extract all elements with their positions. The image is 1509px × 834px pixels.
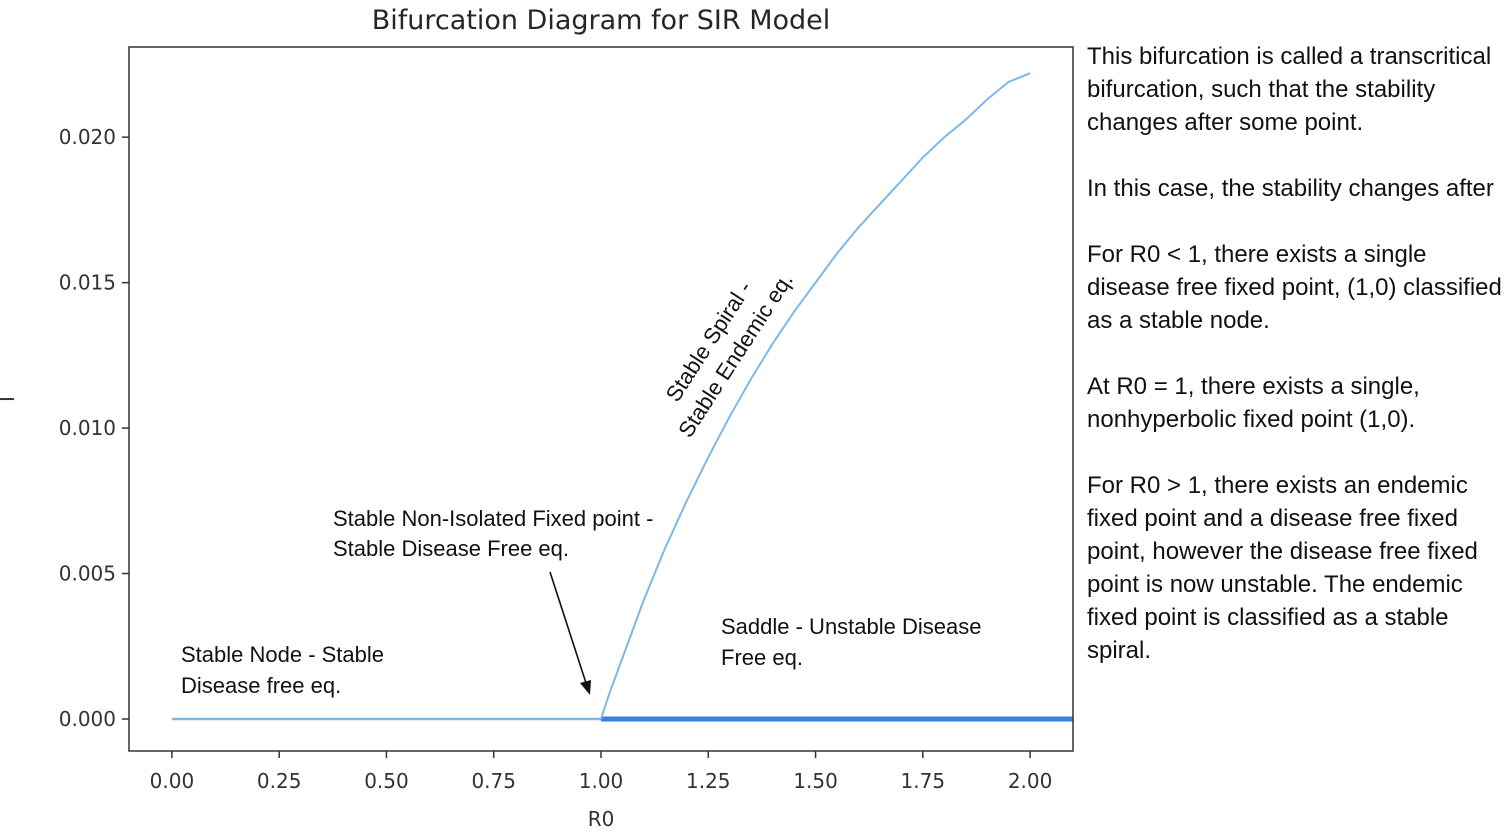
chart-title: Bifurcation Diagram for SIR Model: [372, 5, 831, 36]
y-tick-label: 0.000: [59, 707, 116, 731]
explanation-paragraph-1: This bifurcation is called a transcritic…: [1087, 43, 1492, 136]
annotation-saddle-line-1: Saddle - Unstable Disease: [721, 614, 981, 639]
y-tick-label: 0.015: [59, 271, 116, 295]
annotation-saddle-line-2: Free eq.: [721, 645, 803, 670]
x-tick-label: 1.25: [686, 769, 731, 793]
x-tick-label: 0.00: [150, 769, 195, 793]
annotation-stable-node: Stable Node - Stable Disease free eq.: [181, 642, 390, 698]
annotation-arrow-line: [549, 571, 587, 684]
explanation-paragraph-2: In this case, the stability changes afte…: [1087, 175, 1494, 202]
y-tick-label: 0.020: [59, 125, 116, 149]
explanation-text: This bifurcation is called a transcritic…: [1087, 40, 1507, 700]
annotation-stable-node-line-1: Stable Node - Stable: [181, 642, 384, 667]
x-tick-label: 0.75: [471, 769, 516, 793]
annotation-non-isolated-line-2: Stable Disease Free eq.: [333, 536, 569, 561]
annotation-stable-node-line-2: Disease free eq.: [181, 673, 341, 698]
x-tick-label: 1.50: [793, 769, 838, 793]
y-tick-label: 0.010: [59, 416, 116, 440]
series-layer: [171, 72, 1073, 722]
x-tick-label: 1.00: [579, 769, 624, 793]
x-axis-label: R0: [588, 807, 615, 831]
explanation-paragraph-5: For R0 > 1, there exists an endemic fixe…: [1087, 472, 1478, 664]
annotation-non-isolated: Stable Non-Isolated Fixed point - Stable…: [333, 506, 660, 561]
explanation-paragraph-3: For R0 < 1, there exists a single diseas…: [1087, 241, 1502, 334]
series-line-3: [600, 72, 1031, 720]
annotation-non-isolated-line-1: Stable Non-Isolated Fixed point -: [333, 506, 653, 531]
y-tick-label: 0.005: [59, 562, 116, 586]
x-axis: 0.00 0.25 0.50 0.75 1.00 1.25 1.50 1.75 2.00: [150, 751, 1053, 793]
y-axis-label: I: [0, 396, 19, 402]
explanation-paragraph-4: At R0 = 1, there exists a single, nonhyp…: [1087, 373, 1420, 433]
bifurcation-chart: Bifurcation Diagram for SIR Model 0.00 0.…: [0, 5, 1074, 831]
y-axis: 0.000 0.005 0.010 0.015 0.020: [59, 125, 129, 731]
x-tick-label: 2.00: [1008, 769, 1053, 793]
annotation-saddle: Saddle - Unstable Disease Free eq.: [721, 614, 988, 670]
x-tick-label: 1.75: [901, 769, 946, 793]
annotation-spiral: Stable Spiral - Stable Endemic eq.: [648, 252, 798, 442]
x-tick-label: 0.50: [364, 769, 409, 793]
annotation-arrow-head: [580, 680, 591, 695]
annotation-layer: Stable Node - Stable Disease free eq. St…: [181, 252, 988, 698]
x-tick-label: 0.25: [257, 769, 302, 793]
